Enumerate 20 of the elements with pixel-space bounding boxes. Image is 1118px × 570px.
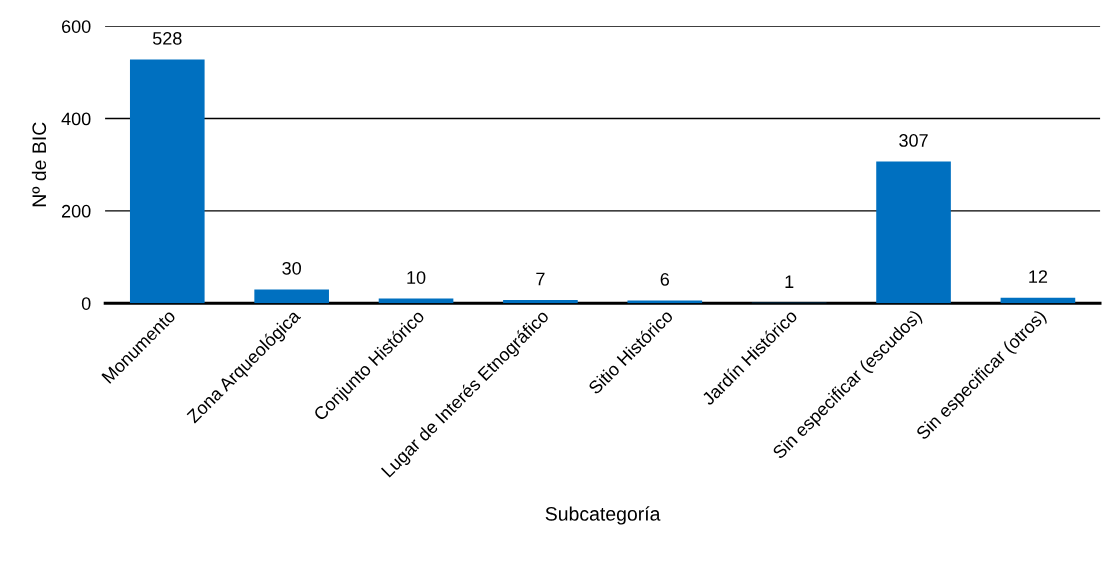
y-tick-label: 200 xyxy=(61,204,91,218)
y-tick-label: 0 xyxy=(81,297,91,310)
data-label: 7 xyxy=(536,272,545,286)
data-label: 528 xyxy=(152,32,182,45)
bar xyxy=(1000,297,1076,304)
y-tick-label: 600 xyxy=(62,20,91,33)
y-tick-label: 400 xyxy=(61,112,91,126)
data-label: 307 xyxy=(899,134,928,147)
bar xyxy=(876,161,951,304)
bar xyxy=(254,289,329,304)
bar xyxy=(129,59,205,304)
data-label: 12 xyxy=(1029,270,1048,283)
data-label: 1 xyxy=(785,275,794,288)
data-label: 6 xyxy=(660,273,670,286)
bar xyxy=(503,300,578,304)
x-axis-title: Subcategoría xyxy=(545,506,661,525)
data-label: 30 xyxy=(282,261,301,275)
y-axis-title: Nº de BIC xyxy=(31,122,47,207)
data-label: 10 xyxy=(407,271,426,284)
bar xyxy=(627,300,703,304)
